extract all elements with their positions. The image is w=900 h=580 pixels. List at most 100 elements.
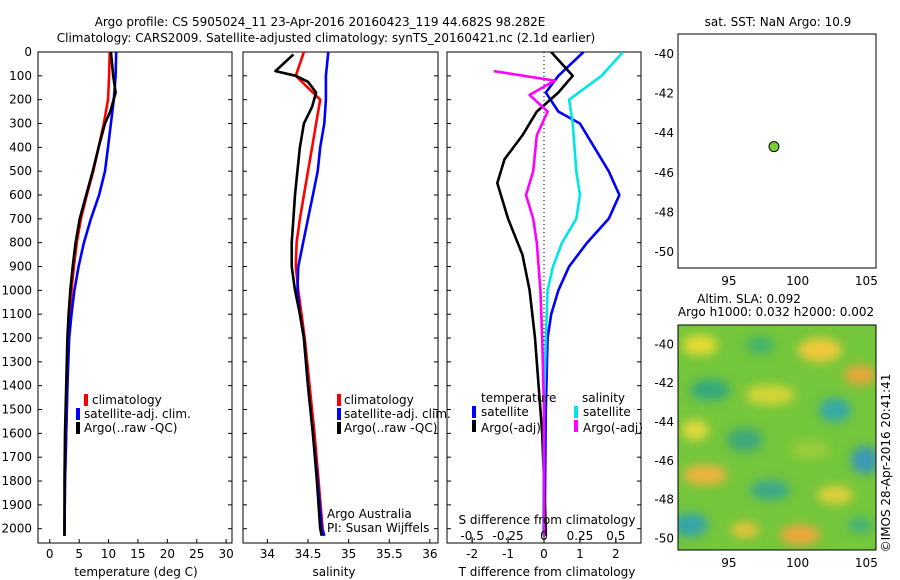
legend-title-salinity: salinity — [582, 391, 625, 405]
x2-tick-label: 0.25 — [567, 529, 594, 543]
copyright-stamp: ©IMOS 28-Apr-2016 20:41:41 — [879, 374, 893, 553]
y-tick-label: 1000 — [1, 283, 32, 297]
altimetry-map-subtitle: Argo h1000: 0.032 h2000: 0.002 — [678, 305, 874, 319]
x-tick-label: 35.5 — [376, 547, 403, 561]
y-tick-label: 1100 — [1, 307, 32, 321]
y-tick-label: 0 — [24, 45, 32, 59]
location-map-title: sat. SST: NaN Argo: 10.9 — [705, 15, 852, 29]
legend-swatch-sal-satellite — [574, 406, 578, 418]
location-map-points — [768, 141, 780, 153]
difference-series — [493, 52, 624, 536]
legend-swatch-climatology — [84, 394, 88, 406]
x-tick-label: 5 — [75, 547, 83, 561]
y-tick-label: 1400 — [1, 379, 32, 393]
x2-tick-label: 0.5 — [606, 529, 625, 543]
map-y-tick-label: -50 — [654, 245, 674, 259]
map-y-tick-label: -42 — [654, 86, 674, 100]
altimetry-map-title: Altim. SLA: 0.092 — [697, 292, 801, 306]
series-line-1 — [496, 52, 574, 536]
map-y-tick-label: -44 — [654, 126, 674, 140]
legend-label-temp-satellite: satellite — [481, 405, 529, 419]
header-line-1: Argo profile: CS 5905024_11 23-Apr-2016 … — [95, 15, 546, 29]
legend-title-temperature: temperature — [481, 391, 556, 405]
axes: 0 5 10 15 20 25 300100200300400500600700800900… — [1, 34, 878, 570]
float-location-marker — [768, 141, 780, 153]
x2-tick-label: -0.25 — [493, 529, 524, 543]
salinity-panel-frame — [242, 51, 439, 544]
legend-swatch-argo — [76, 422, 80, 434]
difference-x2label: S difference from climatology — [459, 513, 636, 527]
y-tick-label: 1700 — [1, 450, 32, 464]
map-y-tick-label: -44 — [654, 415, 674, 429]
legend-swatch-satellite — [337, 408, 341, 420]
temperature-series — [63, 52, 118, 536]
x2-tick-label: -0.5 — [460, 529, 483, 543]
y-tick-label: 1600 — [1, 426, 32, 440]
y-tick-label: 700 — [9, 212, 32, 226]
x-tick-label: 36 — [422, 547, 437, 561]
legend-label-satellite: satellite-adj. clim. — [84, 407, 191, 421]
map-y-tick-label: -40 — [654, 47, 674, 61]
y-tick-label: 900 — [9, 260, 32, 274]
series-line-1 — [296, 52, 330, 537]
legend-swatch-temp-satellite — [472, 406, 476, 418]
map-x-tick-label: 100 — [786, 274, 809, 288]
legend-label-sal-satellite: satellite — [583, 405, 631, 419]
temperature-xlabel: temperature (deg C) — [74, 565, 197, 579]
temperature-panel-frame — [37, 51, 233, 544]
header-line-2: Climatology: CARS2009. Satellite-adjuste… — [57, 31, 595, 45]
salinity-series — [274, 52, 330, 537]
x2-tick-label: 0 — [540, 529, 548, 543]
y-tick-label: 300 — [9, 117, 32, 131]
y-tick-label: 1900 — [1, 498, 32, 512]
x-tick-label: 20 — [160, 547, 175, 561]
legend-label-climatology: climatology — [92, 393, 162, 407]
legend-swatch-satellite — [76, 408, 80, 420]
map-x-tick-label: 105 — [855, 274, 878, 288]
legend-swatch-argo — [337, 422, 341, 434]
legend-label-satellite: satellite-adj. clim. — [344, 407, 451, 421]
legend-label-argo: Argo(..raw -QC) — [84, 421, 177, 435]
salinity-xlabel: salinity — [312, 565, 355, 579]
x-tick-label: 10 — [101, 547, 116, 561]
x-tick-label: 0 — [46, 547, 54, 561]
altimetry-heatmap — [678, 325, 876, 550]
legend-swatch-climatology — [337, 394, 341, 406]
series-line-0 — [294, 52, 326, 537]
x-tick-label: 25 — [189, 547, 204, 561]
credit-pi: PI: Susan Wijffels — [327, 521, 429, 535]
difference-legend: temperature satellite Argo(-adj) salinit… — [472, 391, 643, 435]
x-tick-label: 15 — [130, 547, 145, 561]
y-tick-label: 200 — [9, 93, 32, 107]
y-tick-label: 2000 — [1, 522, 32, 536]
x-tick-label: 0 — [540, 547, 548, 561]
y-tick-label: 1500 — [1, 403, 32, 417]
y-tick-label: 1300 — [1, 355, 32, 369]
map-x-tick-label: 95 — [721, 556, 736, 570]
map-y-tick-label: -46 — [654, 166, 674, 180]
map-x-tick-label: 100 — [786, 556, 809, 570]
legend-swatch-temp-argo — [472, 420, 476, 432]
y-tick-label: 500 — [9, 164, 32, 178]
map-y-tick-label: -50 — [654, 531, 674, 545]
y-tick-label: 600 — [9, 188, 32, 202]
y-tick-label: 800 — [9, 236, 32, 250]
y-tick-label: 100 — [9, 69, 32, 83]
temperature-legend: climatology satellite-adj. clim. Argo(..… — [76, 393, 191, 435]
x-tick-label: 30 — [218, 547, 233, 561]
x-tick-label: 2 — [612, 547, 620, 561]
map-y-tick-label: -46 — [654, 454, 674, 468]
x-tick-label: 34.5 — [295, 547, 322, 561]
x-tick-label: 35 — [341, 547, 356, 561]
y-tick-label: 400 — [9, 140, 32, 154]
y-tick-label: 1800 — [1, 474, 32, 488]
map-y-tick-label: -42 — [654, 376, 674, 390]
series-line-2 — [274, 53, 324, 537]
x-tick-label: -1 — [502, 547, 514, 561]
legend-label-climatology: climatology — [344, 393, 414, 407]
series-line-0 — [542, 52, 621, 536]
map-x-tick-label: 95 — [721, 274, 736, 288]
salinity-legend: climatology satellite-adj. clim. Argo(..… — [337, 393, 451, 435]
map-y-tick-label: -40 — [654, 337, 674, 351]
